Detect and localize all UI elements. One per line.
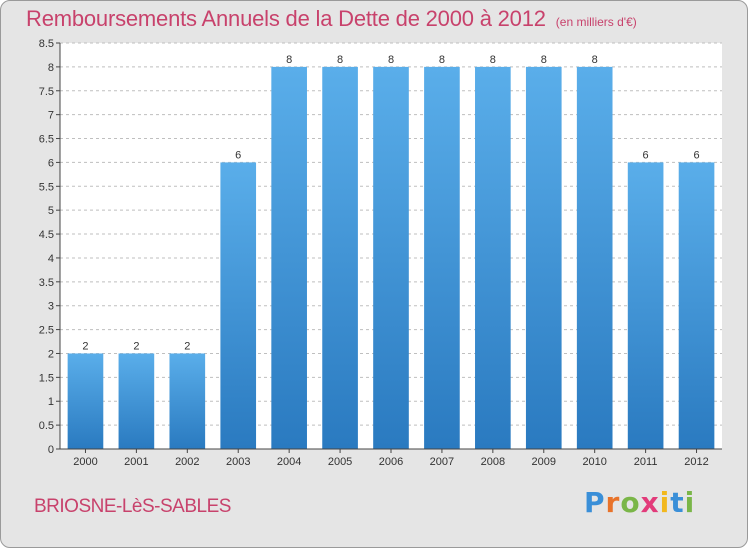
bar	[271, 66, 307, 449]
data-label: 8	[592, 54, 598, 66]
data-label: 8	[490, 54, 496, 66]
proxiti-logo: Proxiti	[584, 486, 695, 519]
bar	[475, 66, 511, 449]
brand-letter: x	[640, 486, 660, 519]
x-tick-label: 2000	[73, 456, 97, 468]
y-tick-label: 1.5	[39, 372, 54, 384]
brand-letter: P	[584, 486, 606, 519]
bar	[169, 353, 206, 449]
y-tick-label: 5.5	[39, 181, 54, 193]
data-label: 2	[82, 340, 88, 352]
x-tick-label: 2010	[582, 456, 606, 468]
data-label: 8	[388, 54, 394, 66]
data-label: 8	[541, 54, 547, 66]
data-label: 8	[286, 54, 292, 66]
y-tick-label: 7	[48, 110, 54, 122]
x-tick-label: 2007	[430, 456, 454, 468]
y-tick-label: 4	[48, 253, 54, 265]
commune-name: BRIOSNE-LèS-SABLES	[34, 496, 231, 517]
data-label: 2	[133, 340, 139, 352]
x-tick-label: 2012	[684, 456, 708, 468]
y-tick-label: 7.5	[39, 86, 54, 98]
bar	[67, 353, 104, 449]
y-tick-label: 0	[48, 444, 54, 456]
brand-letter: o	[620, 486, 641, 519]
y-tick-label: 3.5	[39, 277, 54, 289]
y-tick-label: 1	[48, 396, 54, 408]
x-tick-label: 2005	[328, 456, 352, 468]
bar	[576, 66, 613, 449]
brand-letter: t	[670, 486, 685, 519]
data-label: 6	[693, 149, 699, 161]
x-tick-label: 2001	[124, 456, 148, 468]
x-tick-label: 2002	[175, 456, 199, 468]
brand-letter: r	[605, 486, 621, 519]
bar	[627, 162, 664, 450]
bar	[373, 66, 409, 449]
y-tick-label: 3	[48, 301, 54, 313]
y-tick-label: 6	[48, 157, 54, 169]
y-tick-label: 8.5	[39, 38, 54, 50]
brand-letter: i	[659, 486, 671, 519]
bar	[525, 66, 562, 449]
x-tick-label: 2009	[532, 456, 556, 468]
x-tick-label: 2006	[379, 456, 403, 468]
brand-letter: i	[684, 486, 696, 519]
bar	[220, 162, 257, 450]
bar	[678, 162, 715, 450]
y-tick-label: 4.5	[39, 229, 54, 241]
chart-title: Remboursements Annuels de la Dette de 20…	[26, 6, 546, 31]
x-tick-label: 2008	[481, 456, 505, 468]
bar	[118, 353, 155, 449]
y-tick-label: 2.5	[39, 325, 54, 337]
x-tick-label: 2003	[226, 456, 250, 468]
y-tick-label: 6.5	[39, 134, 54, 146]
data-label: 8	[439, 54, 445, 66]
x-tick-label: 2011	[634, 456, 658, 468]
y-tick-label: 8	[48, 62, 54, 74]
chart-title-row: Remboursements Annuels de la Dette de 20…	[26, 6, 637, 32]
data-label: 6	[643, 149, 649, 161]
chart-unit: (en milliers d'€)	[555, 15, 637, 29]
bar	[322, 66, 358, 449]
data-label: 2	[184, 340, 190, 352]
x-tick-label: 2004	[277, 456, 301, 468]
data-label: 8	[337, 54, 343, 66]
y-tick-label: 5	[48, 205, 54, 217]
bar	[424, 66, 460, 449]
y-tick-label: 0.5	[39, 420, 54, 432]
y-tick-label: 2	[48, 348, 54, 360]
data-label: 6	[235, 149, 241, 161]
